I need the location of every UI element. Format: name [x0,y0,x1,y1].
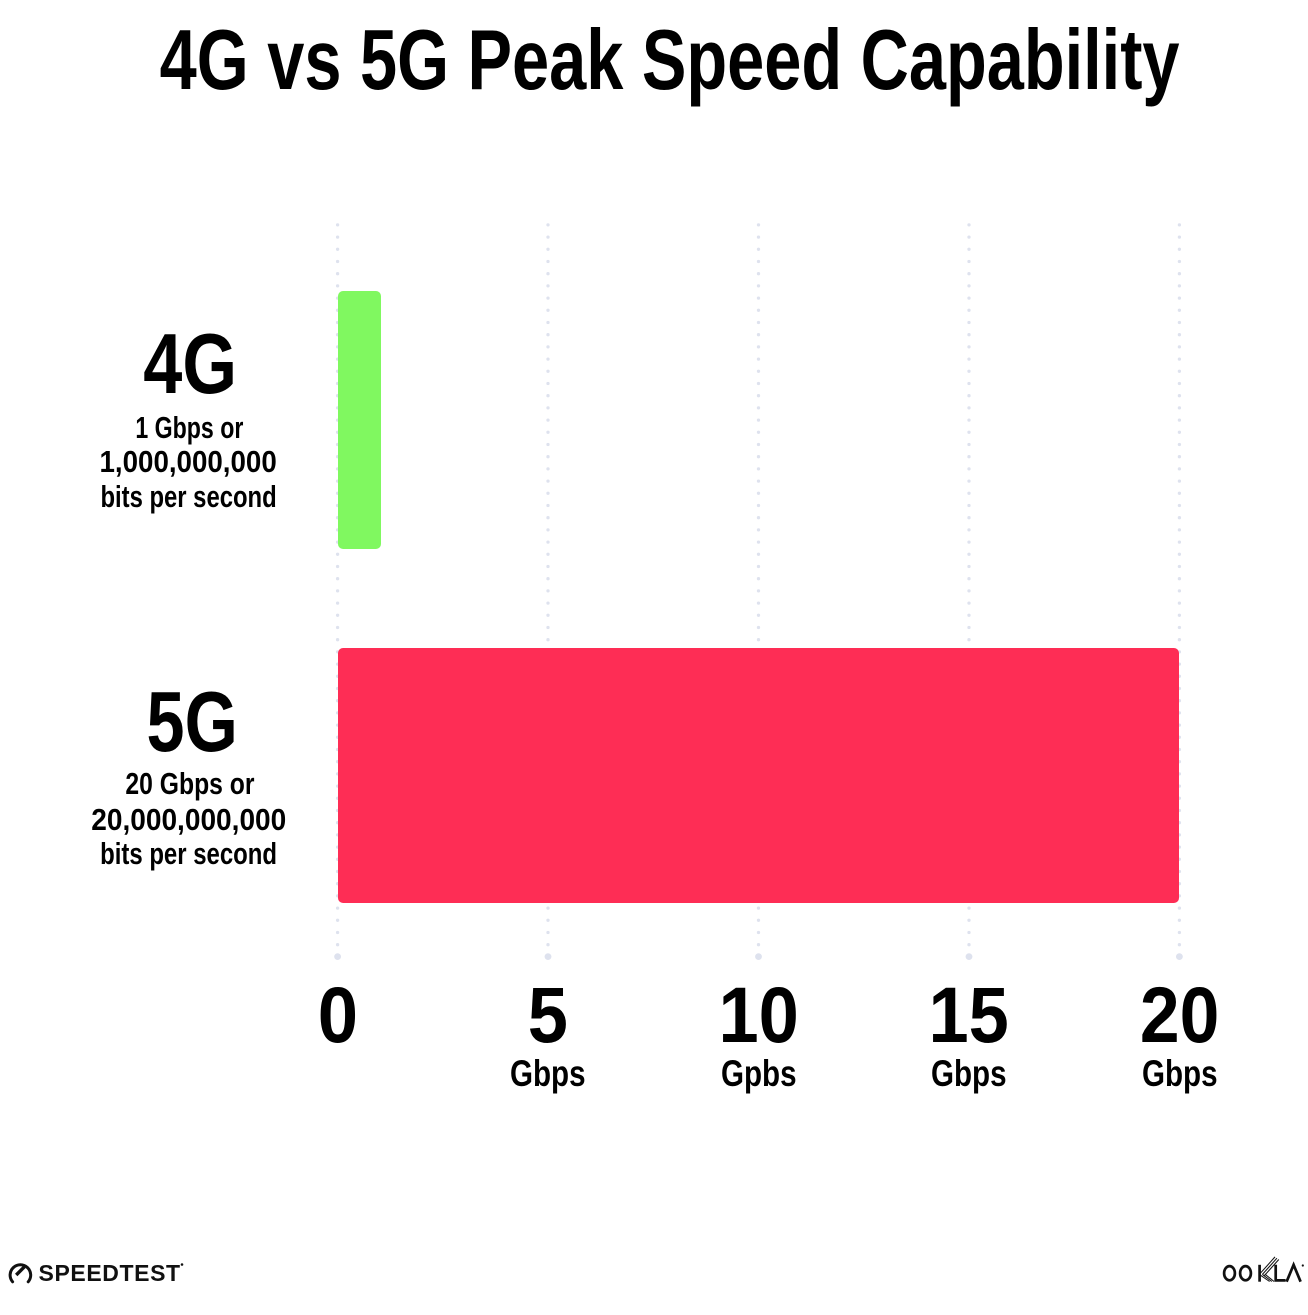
svg-text:SPEEDTEST: SPEEDTEST [39,1260,181,1286]
